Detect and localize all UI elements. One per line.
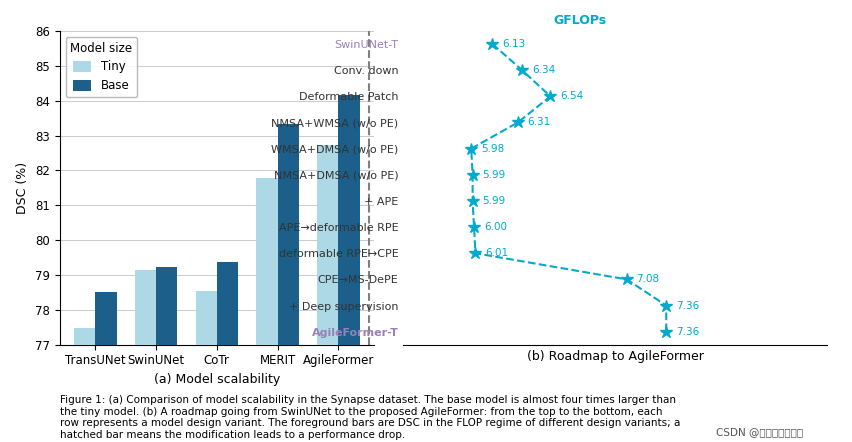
Text: 6.31: 6.31 xyxy=(527,118,550,127)
Text: 7.36: 7.36 xyxy=(676,301,699,311)
Text: GFLOPs: GFLOPs xyxy=(553,14,606,27)
Text: 7.36: 7.36 xyxy=(676,327,699,337)
Text: 6.34: 6.34 xyxy=(532,65,555,75)
Legend: Tiny, Base: Tiny, Base xyxy=(66,37,137,97)
Text: 7.08: 7.08 xyxy=(636,274,659,284)
Bar xyxy=(156,267,177,345)
Text: 6.13: 6.13 xyxy=(502,39,525,49)
Bar xyxy=(95,292,117,345)
Bar xyxy=(74,328,95,345)
Text: 6.54: 6.54 xyxy=(560,91,583,101)
Y-axis label: DSC (%): DSC (%) xyxy=(16,162,30,214)
Text: 6.01: 6.01 xyxy=(485,248,508,258)
Bar xyxy=(195,291,216,345)
Text: 6.00: 6.00 xyxy=(483,222,506,232)
Bar xyxy=(216,263,238,345)
Bar xyxy=(277,124,298,345)
Bar xyxy=(256,178,277,345)
Text: 5.99: 5.99 xyxy=(482,170,505,180)
Text: 5.98: 5.98 xyxy=(481,144,504,154)
Text: CSDN @明初啊都能学嘴: CSDN @明初啊都能学嘴 xyxy=(715,427,802,438)
Text: 5.99: 5.99 xyxy=(482,196,505,206)
Bar xyxy=(338,95,360,345)
Text: Figure 1: (a) Comparison of model scalability in the Synapse dataset. The base m: Figure 1: (a) Comparison of model scalab… xyxy=(60,395,679,440)
X-axis label: (b) Roadmap to AgileFormer: (b) Roadmap to AgileFormer xyxy=(527,351,703,363)
X-axis label: (a) Model scalability: (a) Model scalability xyxy=(153,373,279,386)
Bar xyxy=(317,145,338,345)
Bar xyxy=(135,271,156,345)
